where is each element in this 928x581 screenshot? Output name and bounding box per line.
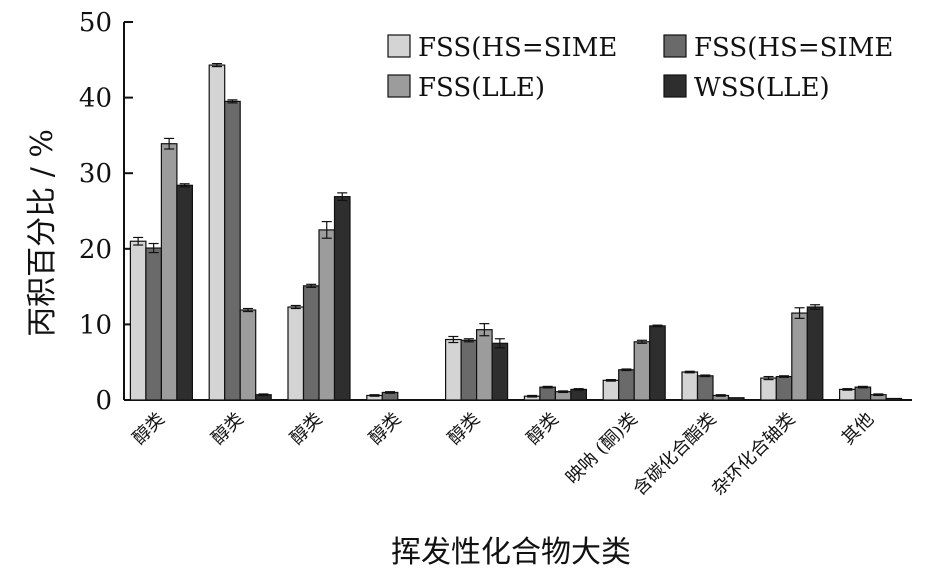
bar-series-3-cat-9 bbox=[791, 312, 808, 401]
x-tick-label: 醇类 bbox=[365, 409, 405, 449]
bar-series-4-cat-10 bbox=[885, 397, 903, 401]
bar-series-3-cat-5 bbox=[476, 329, 493, 401]
bar-series-3-cat-7 bbox=[633, 341, 651, 401]
bar-series-1-cat-3 bbox=[287, 306, 305, 401]
y-tick-label: 40 bbox=[79, 84, 112, 114]
bar-series-2-cat-8 bbox=[696, 375, 714, 401]
bar-series-2-cat-9 bbox=[775, 375, 793, 401]
legend-label: FSS(LLE) bbox=[418, 73, 545, 103]
bar-series-2-cat-10 bbox=[854, 386, 872, 401]
bar-series-1-cat-7 bbox=[602, 379, 620, 401]
x-tick-label: 醇类 bbox=[286, 409, 326, 449]
legend-swatch bbox=[387, 34, 411, 58]
y-tick-label: 30 bbox=[79, 159, 112, 189]
bar-series-4-cat-9 bbox=[806, 306, 824, 401]
bar-series-3-cat-1 bbox=[160, 143, 178, 401]
legend-swatch bbox=[663, 74, 687, 98]
bar-series-2-cat-6 bbox=[539, 386, 557, 401]
bar-series-4-cat-3 bbox=[333, 196, 351, 401]
bar-series-4-cat-1 bbox=[176, 184, 193, 401]
bar-series-2-cat-1 bbox=[145, 247, 162, 401]
legend-swatch bbox=[387, 74, 411, 98]
bar-series-1-cat-1 bbox=[129, 240, 147, 401]
bar-series-2-cat-5 bbox=[460, 339, 478, 401]
x-tick-label: 其他 bbox=[838, 409, 878, 449]
x-tick-label: 醇类 bbox=[129, 409, 169, 449]
bar-series-4-cat-5 bbox=[491, 342, 509, 401]
bar-series-2-cat-3 bbox=[302, 285, 320, 401]
legend-label: FSS(HS=SIME bbox=[418, 33, 617, 63]
legend-swatch bbox=[663, 34, 687, 58]
x-tick-label: 醇类 bbox=[207, 409, 247, 449]
legend-label: FSS(HS=SIME bbox=[694, 33, 893, 63]
y-axis-title: 丙积百分比 / % bbox=[25, 129, 60, 337]
bar-series-1-cat-5 bbox=[445, 338, 462, 401]
bar-series-3-cat-2 bbox=[239, 309, 257, 401]
x-axis-title: 挥发性化合物大类 bbox=[391, 535, 631, 570]
y-tick-label: 20 bbox=[79, 235, 112, 265]
x-tick-label: 杂环化合轴类 bbox=[708, 409, 799, 500]
y-tick-label: 50 bbox=[79, 8, 112, 38]
x-tick-label: 醇类 bbox=[444, 409, 484, 449]
y-tick-label: 0 bbox=[95, 386, 112, 416]
x-tick-label: 含碳化合酯类 bbox=[629, 409, 720, 500]
legend: FSS(HS=SIME FSS(HS=SIME FSS(LLE) WSS(LLE) bbox=[387, 33, 893, 103]
x-tick-label: 醇类 bbox=[523, 409, 563, 449]
bar-series-4-cat-8 bbox=[727, 397, 745, 401]
bar-series-4-cat-6 bbox=[570, 388, 588, 401]
x-tick-label: 映呐 (酮)类 bbox=[562, 409, 642, 489]
bar-series-1-cat-9 bbox=[760, 377, 777, 401]
bar-series-2-cat-7 bbox=[618, 369, 635, 401]
y-tick-label: 10 bbox=[79, 310, 112, 340]
bar-series-3-cat-3 bbox=[318, 229, 336, 401]
bar-series-4-cat-7 bbox=[649, 325, 666, 401]
bar-series-1-cat-10 bbox=[838, 388, 856, 401]
bar-series-1-cat-2 bbox=[208, 64, 226, 401]
legend-label: WSS(LLE) bbox=[694, 73, 830, 103]
bar-series-1-cat-8 bbox=[681, 371, 699, 401]
bars bbox=[129, 62, 903, 401]
bar-series-2-cat-2 bbox=[224, 100, 241, 401]
